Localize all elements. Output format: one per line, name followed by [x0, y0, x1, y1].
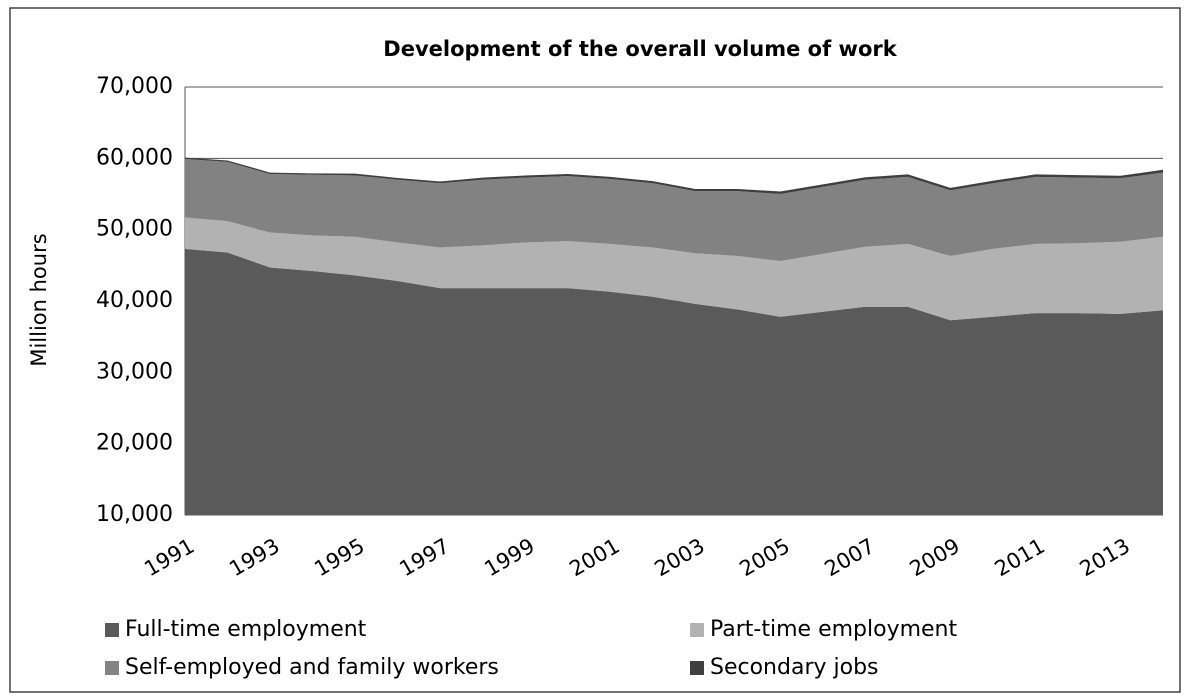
legend-label: Self-employed and family workers — [125, 655, 499, 680]
area — [185, 248, 1163, 515]
y-axis-label: Million hours — [27, 233, 51, 366]
legend-swatch — [105, 623, 119, 637]
y-tick-label: 10,000 — [96, 502, 173, 527]
legend-label: Part-time employment — [710, 617, 957, 642]
area — [185, 217, 1163, 321]
y-tick-label: 60,000 — [96, 145, 173, 170]
legend-label: Full-time employment — [125, 617, 367, 642]
y-tick-label: 70,000 — [96, 74, 173, 99]
legend-swatch — [690, 661, 704, 675]
y-tick-label: 30,000 — [96, 359, 173, 384]
legend-label: Secondary jobs — [710, 655, 879, 680]
legend-swatch — [690, 623, 704, 637]
legend-swatch — [105, 661, 119, 675]
chart-title: Development of the overall volume of wor… — [383, 37, 897, 61]
y-tick-label: 50,000 — [96, 217, 173, 242]
y-tick-label: 20,000 — [96, 431, 173, 456]
area — [185, 157, 1163, 194]
area — [185, 159, 1163, 262]
y-tick-label: 40,000 — [96, 288, 173, 313]
